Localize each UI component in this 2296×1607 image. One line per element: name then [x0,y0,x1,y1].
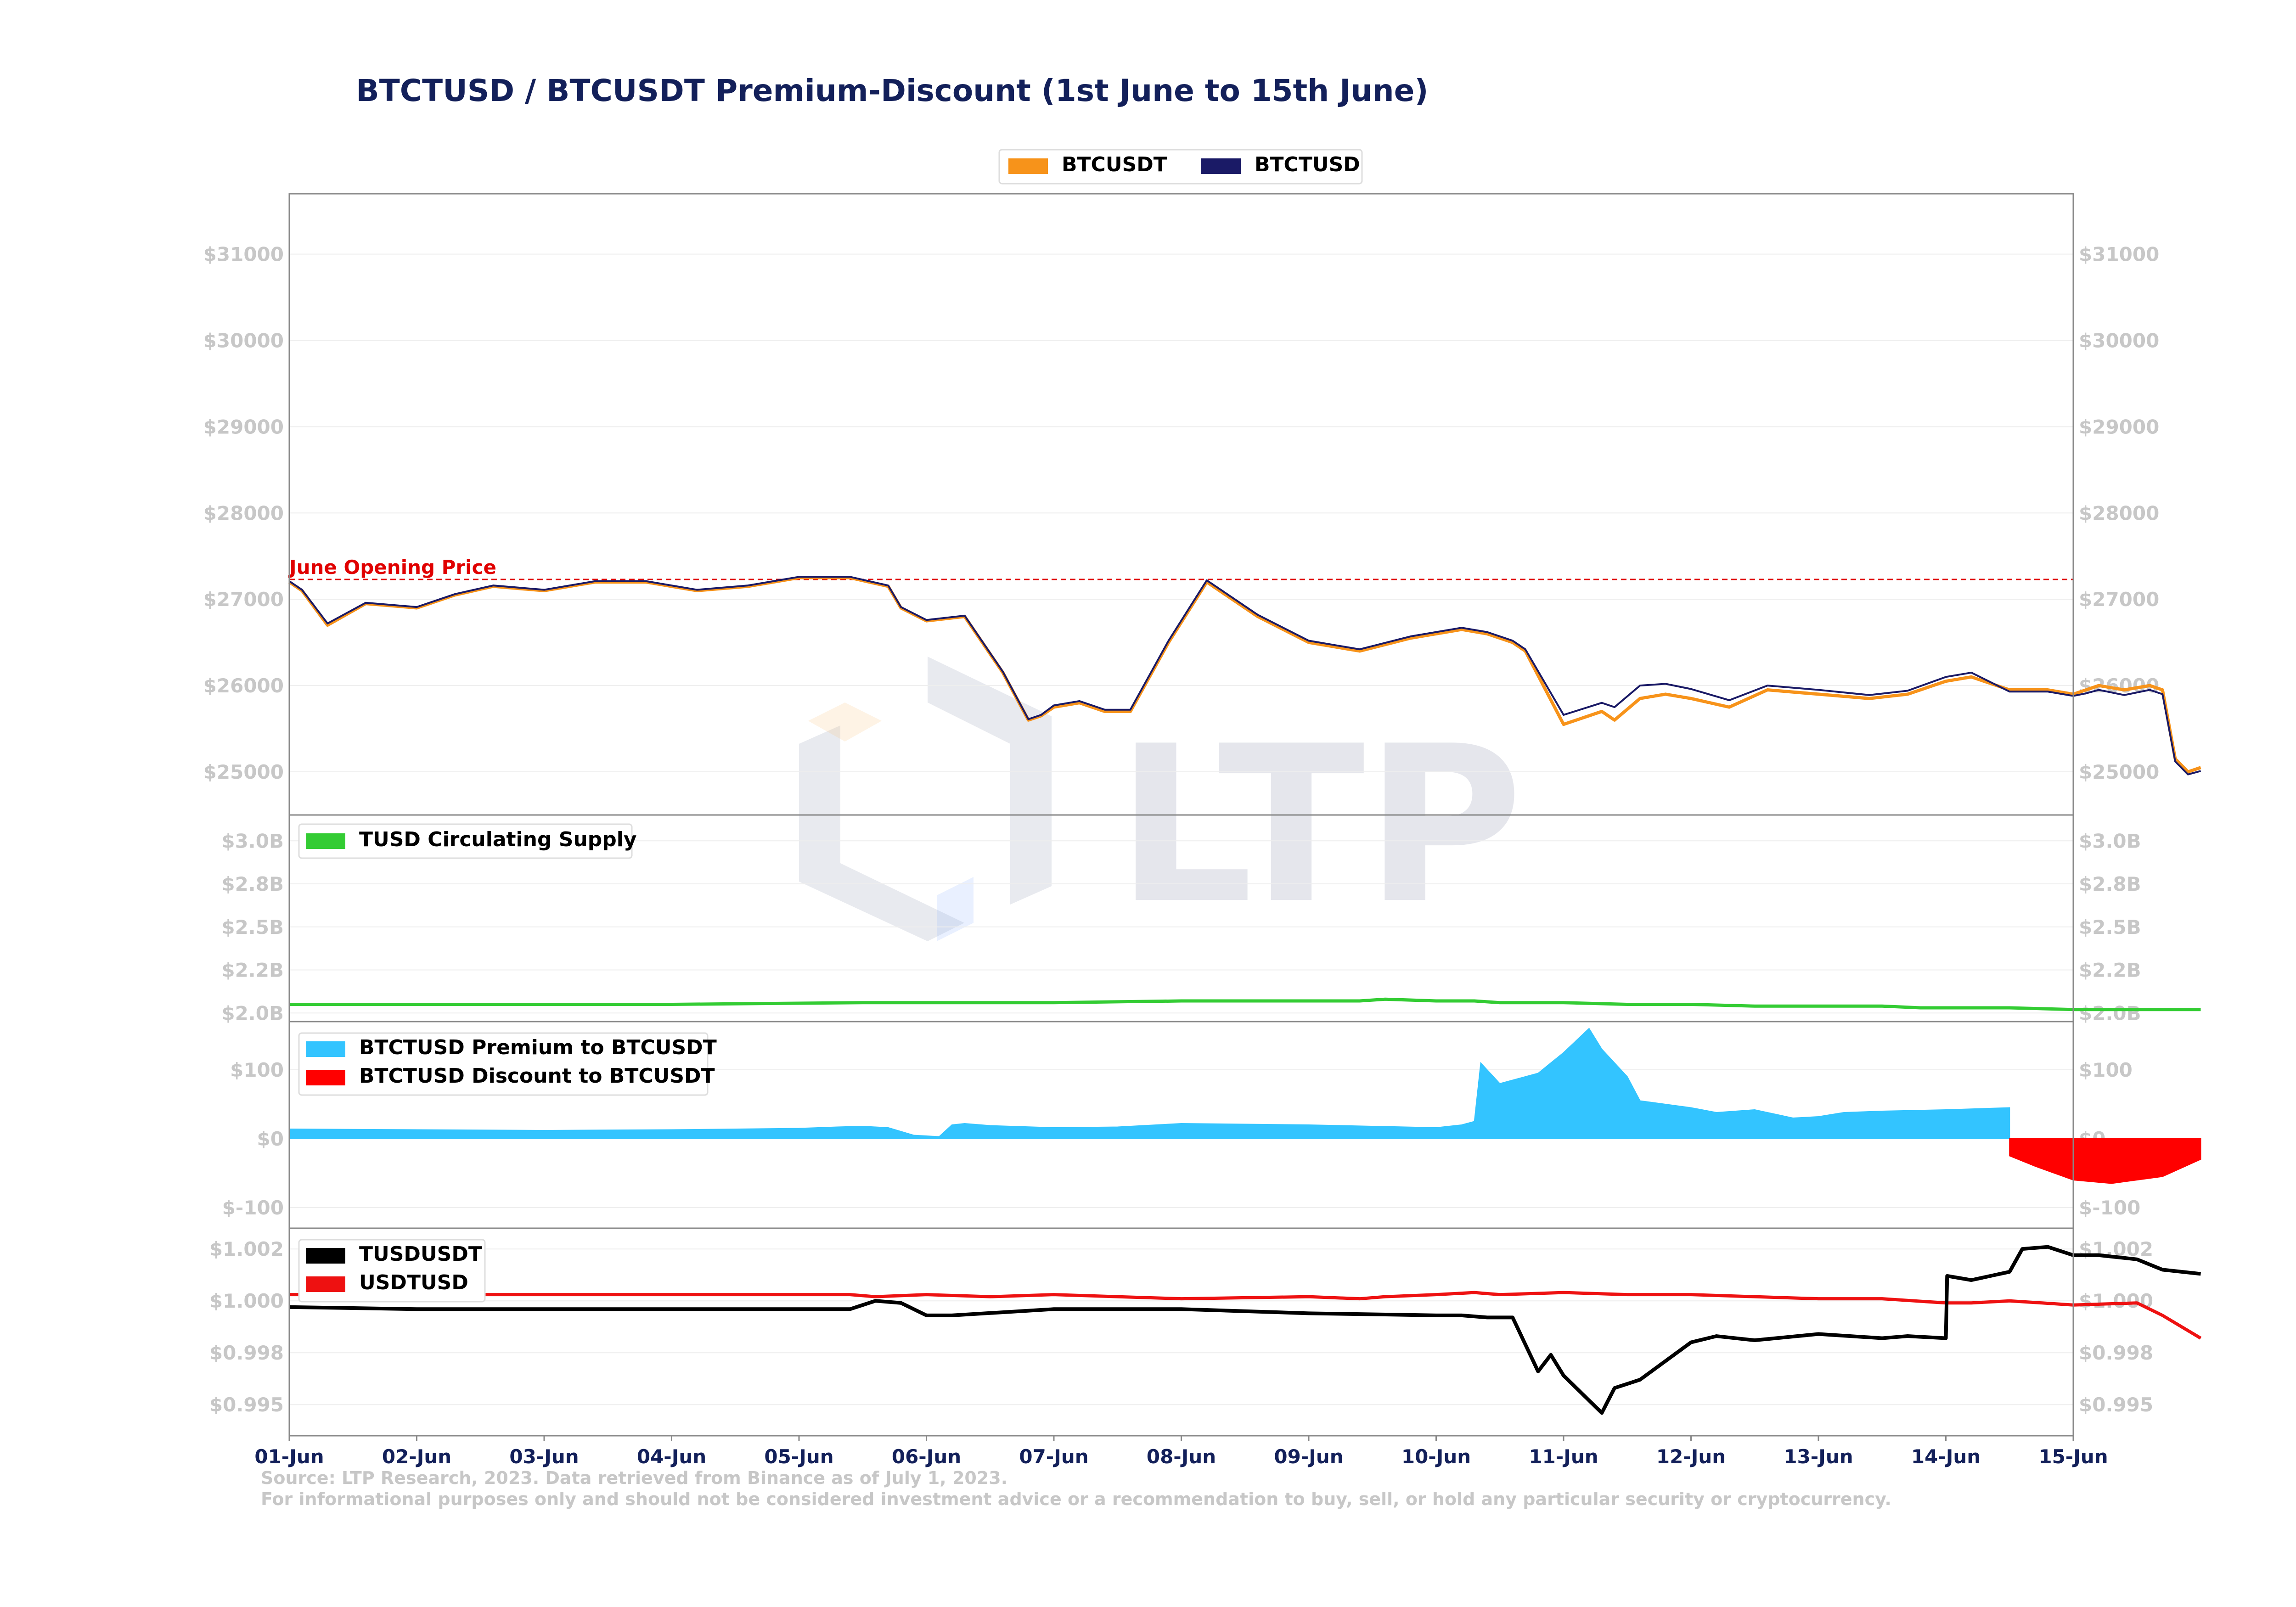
stable-y-tick-right: $1.000 [2079,1290,2153,1312]
stable-y-tick-right: $0.995 [2079,1393,2153,1416]
supply-y-tick-left: $3.0B [221,830,284,852]
price-y-tick-right: $29000 [2079,416,2159,438]
ltp-logo-watermark [799,657,1052,941]
tusdusdt-legend-label: TUSDUSDT [359,1242,482,1266]
supply-y-tick-right: $2.5B [2079,916,2141,938]
premium-y-tick-left: $-100 [222,1197,284,1219]
supply-y-tick-right: $3.0B [2079,830,2141,852]
btctusd-legend-label: BTCTUSD [1255,153,1360,176]
price-y-tick-left: $29000 [203,416,284,438]
usdtusd-line [289,1291,2202,1340]
premium-panel: $-100$-100$0$0$100$100 [222,1021,2201,1229]
price-y-tick-left: $26000 [203,674,284,697]
price-y-tick-left: $30000 [203,329,284,352]
chart-title: BTCTUSD / BTCUSDT Premium-Discount (1st … [356,73,1428,108]
supply-y-tick-left: $2.2B [221,959,284,982]
supply-legend-label: TUSD Circulating Supply [359,828,637,851]
premium-legend-box [298,1032,709,1096]
premium-area [289,1028,2010,1139]
premium-legend: BTCTUSD Premium to BTCUSDT BTCTUSD Disco… [298,1032,717,1096]
supply-y-tick-left: $2.0B [221,1002,284,1024]
x-tick-label: 08-Jun [1147,1445,1216,1468]
stablecoin-panel: $0.995 $0.995 $0.998 $0.998 $1.000 $1.000 $1.0… [209,1227,2202,1437]
x-axis: 01-Jun 02-Jun 03-Jun 04-Jun 05-Jun 06-Jun 07-J… [254,1436,2108,1468]
x-tick-label: 02-Jun [382,1445,451,1468]
premium-legend-label: BTCTUSD Premium to BTCUSDT [359,1036,717,1059]
price-y-tick-left: $28000 [203,502,284,524]
price-panel: $25000 $25000$26000 $26000$27000 $27000$280… [203,193,2201,816]
price-y-tick-right: $27000 [2079,588,2159,611]
supply-y-tick-right: $2.8B [2079,873,2141,895]
price-y-tick-right: $25000 [2079,761,2159,783]
supply-legend-swatch [306,833,345,849]
price-y-tick-right: $30000 [2079,329,2159,352]
btcusdt-legend-label: BTCUSDT [1062,153,1167,176]
x-tick-label: 03-Jun [509,1445,579,1468]
tusd-supply-line [289,997,2201,1011]
supply-y-tick-left: $2.8B [221,873,284,895]
x-tick-label: 07-Jun [1019,1445,1088,1468]
btcusdt-legend-swatch [1008,158,1048,174]
x-tick-label: 12-Jun [1656,1445,1726,1468]
price-y-tick-left: $31000 [203,243,284,266]
premium-legend-swatch [306,1041,345,1057]
supply-legend: TUSD Circulating Supply [298,823,637,859]
premium-y-tick-right: $100 [2079,1059,2133,1081]
x-tick-label: 09-Jun [1274,1445,1343,1468]
premium-y-tick-left: $100 [230,1059,284,1081]
premium-y-tick-right: $-100 [2079,1197,2140,1219]
usdtusd-legend-label: USDTUSD [359,1271,468,1294]
stable-y-tick-left: $0.995 [209,1393,284,1416]
stablecoin-legend-box [298,1239,486,1303]
discount-legend-label: BTCTUSD Discount to BTCUSDT [359,1064,715,1088]
june-opening-price-label: June Opening Price [288,556,496,579]
usdtusd-legend-swatch [306,1276,345,1292]
stable-y-tick-left: $0.998 [209,1342,284,1364]
x-tick-label: 14-Jun [1911,1445,1981,1468]
price-y-tick-left: $25000 [203,761,284,783]
supply-legend-box [298,823,633,859]
source-note: Source: LTP Research, 2023. Data retriev… [261,1468,1007,1488]
price-y-tick-right: $28000 [2079,502,2159,524]
stable-y-tick-left: $1.002 [209,1238,284,1260]
premium-y-tick-left: $0 [257,1128,284,1150]
supply-y-tick-left: $2.5B [221,916,284,938]
btctusd-line [288,576,2201,775]
x-tick-label: 15-Jun [2038,1445,2108,1468]
disclaimer-note: For informational purposes only and shou… [261,1489,1891,1509]
price-y-tick-left: $27000 [203,588,284,611]
price-legend-box [998,149,1363,185]
tusdusdt-legend-swatch [306,1248,345,1264]
x-tick-label: 13-Jun [1784,1445,1853,1468]
x-tick-label: 01-Jun [254,1445,324,1468]
supply-y-tick-right: $2.0B [2079,1002,2141,1024]
stable-y-tick-right: $0.998 [2079,1342,2153,1364]
x-tick-label: 10-Jun [1401,1445,1471,1468]
discount-legend-swatch [306,1070,345,1085]
x-tick-label: 04-Jun [637,1445,706,1468]
x-tick-label: 06-Jun [892,1445,961,1468]
price-legend: BTCUSDT BTCTUSD [998,149,1363,185]
stable-y-tick-left: $1.000 [209,1290,284,1312]
supply-y-tick-right: $2.2B [2079,959,2141,982]
price-y-tick-right: $31000 [2079,243,2159,266]
discount-area [2009,1138,2201,1184]
tusdusdt-line [289,1245,2201,1415]
x-tick-label: 05-Jun [764,1445,833,1468]
x-tick-label: 11-Jun [1529,1445,1598,1468]
stablecoin-legend: TUSDUSDT USDTUSD [298,1239,486,1303]
btctusd-legend-swatch [1201,158,1241,174]
watermark-text: LTP [1116,700,1523,951]
